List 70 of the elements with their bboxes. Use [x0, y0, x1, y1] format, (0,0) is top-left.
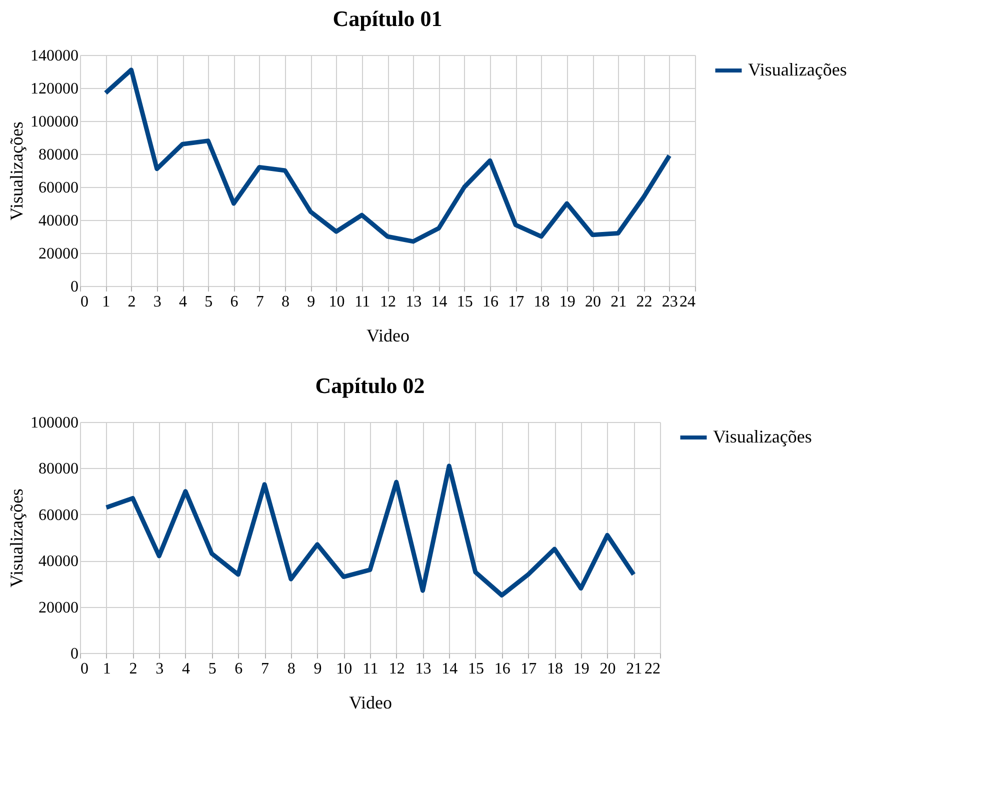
- y-tick-label: 40000: [38, 212, 78, 230]
- y-tick-label: 60000: [38, 506, 78, 524]
- x-tick-label: 8: [282, 294, 290, 310]
- x-tick-label: 14: [442, 660, 458, 678]
- x-tick-label: 20: [585, 294, 601, 310]
- x-tick-label: 12: [380, 294, 396, 310]
- x-tick-label: 12: [388, 660, 405, 678]
- x-axis-title: Video: [366, 326, 410, 346]
- x-tick-label: 4: [179, 294, 187, 310]
- x-tick-label: 19: [573, 660, 590, 678]
- y-tick-label: 100000: [30, 114, 78, 130]
- y-tick-label: 120000: [30, 80, 78, 98]
- x-tick-label: 9: [314, 660, 322, 678]
- y-tick-label: 20000: [38, 599, 78, 616]
- x-tick-label: 22: [636, 294, 652, 310]
- x-tick-label: 9: [307, 294, 316, 310]
- x-tick-label: 1: [102, 294, 110, 310]
- y-tick-label: 0: [70, 646, 78, 662]
- line-series: [104, 464, 636, 598]
- x-tick-label: 14: [431, 294, 448, 310]
- x-tick-label: 18: [547, 660, 564, 678]
- x-tick-label: 7: [261, 660, 270, 678]
- x-tick-label: 23: [662, 294, 678, 310]
- y-tick-label: 80000: [38, 146, 78, 164]
- y-tick-label: 40000: [38, 553, 78, 570]
- x-tick-label: 22: [644, 660, 660, 678]
- x-tick-label: 11: [354, 294, 370, 310]
- x-tick-label: 17: [508, 294, 524, 310]
- chart-title: Capítulo 02: [315, 373, 425, 398]
- legend-label: Visualizações: [748, 60, 847, 80]
- x-tick-label: 19: [559, 294, 576, 310]
- x-tick-label: 11: [362, 660, 378, 678]
- x-tick-label: 24: [680, 294, 696, 310]
- x-tick-label: 3: [156, 660, 164, 678]
- x-tick-label: 8: [287, 660, 296, 678]
- y-tick-label: 60000: [38, 180, 78, 196]
- x-tick-label: 2: [129, 660, 138, 678]
- x-tick-label: 16: [482, 294, 498, 310]
- x-tick-label: 5: [204, 294, 213, 310]
- line-series: [103, 68, 672, 244]
- x-tick-label: 10: [336, 660, 352, 678]
- x-tick-label: 21: [626, 660, 642, 678]
- x-tick-label: 18: [534, 294, 550, 310]
- x-tick-label: 10: [328, 294, 345, 310]
- x-tick-label: 3: [153, 294, 162, 310]
- x-tick-label: 21: [610, 294, 627, 310]
- x-tick-label: 15: [456, 294, 473, 310]
- y-axis-title: Visualizações: [6, 488, 26, 588]
- x-tick-label: 7: [256, 294, 264, 310]
- x-tick-label: 6: [234, 660, 243, 678]
- y-tick-label: 20000: [38, 246, 78, 262]
- x-tick-label: 4: [182, 660, 190, 678]
- x-tick-label: 16: [494, 660, 510, 678]
- x-axis-title: Video: [349, 692, 392, 712]
- legend-label: Visualizações: [713, 426, 812, 446]
- x-tick-label: 1: [102, 660, 111, 678]
- chart-title: Capítulo 01: [332, 6, 442, 31]
- x-tick-label: 13: [406, 294, 422, 310]
- y-tick-label: 140000: [30, 48, 78, 64]
- x-tick-label: 17: [520, 660, 537, 678]
- y-axis-title: Visualizações: [6, 122, 26, 220]
- x-tick-label: 13: [415, 660, 432, 678]
- x-tick-label: 5: [208, 660, 216, 678]
- y-tick-label: 80000: [38, 460, 78, 478]
- y-tick-label: 100000: [30, 414, 78, 432]
- x-tick-label: 6: [230, 294, 238, 310]
- x-tick-label: 15: [468, 660, 484, 678]
- y-tick-label: 0: [70, 278, 78, 296]
- x-tick-label: 2: [128, 294, 136, 310]
- x-tick-label: 20: [600, 660, 616, 678]
